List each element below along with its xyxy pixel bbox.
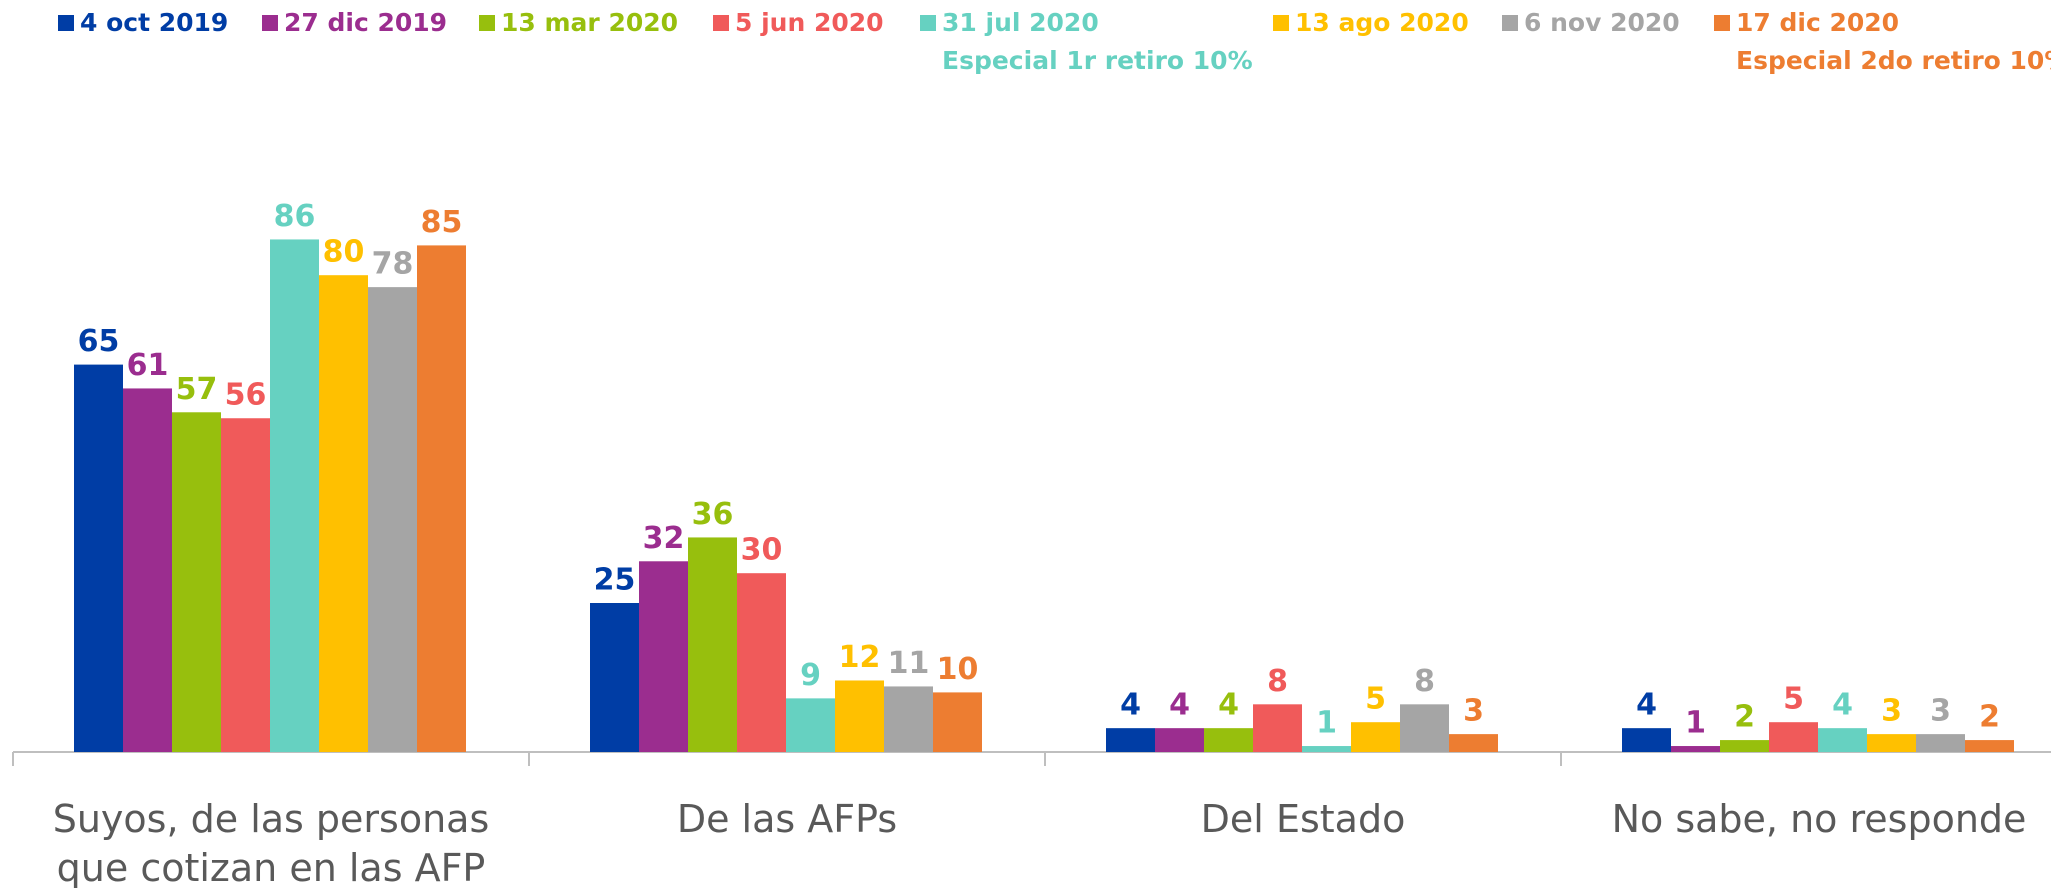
bar: [786, 698, 835, 752]
bar: [1622, 728, 1671, 752]
bar: [1204, 728, 1253, 752]
value-label: 8: [1267, 664, 1288, 699]
bar: [1867, 734, 1916, 752]
legend-note: Especial 2do retiro 10%: [1736, 46, 2051, 75]
value-label: 32: [643, 521, 685, 556]
bar: [368, 287, 417, 752]
value-label: 57: [176, 372, 218, 407]
bar: [1253, 704, 1302, 752]
legend-label: 27 dic 2019: [284, 8, 447, 37]
legend-swatch: [479, 15, 495, 31]
bar: [1351, 722, 1400, 752]
legend-swatch: [1502, 15, 1518, 31]
value-label: 78: [372, 247, 414, 282]
bar: [1400, 704, 1449, 752]
bar: [1818, 728, 1867, 752]
bar: [1965, 740, 2014, 752]
legend-swatch: [920, 15, 936, 31]
value-label: 1: [1316, 706, 1337, 741]
value-label: 4: [1120, 688, 1141, 723]
legend-label: 13 mar 2020: [501, 8, 678, 37]
bar: [688, 537, 737, 752]
legend-label: 6 nov 2020: [1524, 8, 1680, 37]
bar: [590, 603, 639, 752]
bar: [1671, 746, 1720, 752]
value-label: 30: [741, 533, 783, 568]
value-label: 5: [1783, 682, 1804, 717]
value-label: 10: [937, 652, 979, 687]
value-label: 4: [1832, 688, 1853, 723]
bar: [1720, 740, 1769, 752]
value-label: 56: [225, 378, 267, 413]
bar: [933, 692, 982, 752]
value-label: 3: [1881, 694, 1902, 729]
bar: [1449, 734, 1498, 752]
bar: [1769, 722, 1818, 752]
value-label: 65: [78, 324, 120, 359]
legend-swatch: [262, 15, 278, 31]
bar: [270, 239, 319, 752]
bar: [1302, 746, 1351, 752]
value-label: 36: [692, 497, 734, 532]
value-label: 5: [1365, 682, 1386, 717]
legend-note: Especial 1r retiro 10%: [942, 46, 1253, 75]
legend-label: 31 jul 2020: [942, 8, 1099, 37]
bar: [221, 418, 270, 752]
bar: [123, 388, 172, 752]
value-label: 2: [1979, 700, 2000, 735]
legend-label: 5 jun 2020: [735, 8, 884, 37]
legend-label: 4 oct 2019: [80, 8, 228, 37]
value-label: 3: [1930, 694, 1951, 729]
legend-label: 13 ago 2020: [1295, 8, 1469, 37]
x-tick-label: Del Estado: [1200, 797, 1406, 841]
value-label: 25: [594, 563, 636, 598]
x-tick-label: No sabe, no responde: [1611, 797, 2027, 841]
bar: [1106, 728, 1155, 752]
value-label: 86: [274, 199, 316, 234]
value-label: 12: [839, 640, 881, 675]
value-label: 4: [1218, 688, 1239, 723]
bar: [884, 686, 933, 752]
value-label: 80: [323, 235, 365, 270]
value-label: 8: [1414, 664, 1435, 699]
legend-swatch: [58, 15, 74, 31]
bar: [74, 364, 123, 752]
bar: [1155, 728, 1204, 752]
legend-label: 17 dic 2020: [1736, 8, 1899, 37]
value-label: 11: [888, 646, 930, 681]
value-label: 2: [1734, 700, 1755, 735]
value-label: 85: [421, 205, 463, 240]
bar: [417, 245, 466, 752]
value-label: 4: [1169, 688, 1190, 723]
value-label: 4: [1636, 688, 1657, 723]
bar: [737, 573, 786, 752]
value-label: 1: [1685, 706, 1706, 741]
bar: [639, 561, 688, 752]
x-tick-label: Suyos, de las personas que cotizan en la…: [52, 797, 490, 888]
value-label: 3: [1463, 694, 1484, 729]
legend-swatch: [713, 15, 729, 31]
value-label: 61: [127, 348, 169, 383]
bar: [172, 412, 221, 752]
legend-swatch: [1273, 15, 1289, 31]
value-label: 9: [800, 658, 821, 693]
bar: [1916, 734, 1965, 752]
legend-swatch: [1714, 15, 1730, 31]
bar: [835, 680, 884, 752]
x-tick-label: De las AFPs: [676, 797, 898, 841]
bar: [319, 275, 368, 752]
